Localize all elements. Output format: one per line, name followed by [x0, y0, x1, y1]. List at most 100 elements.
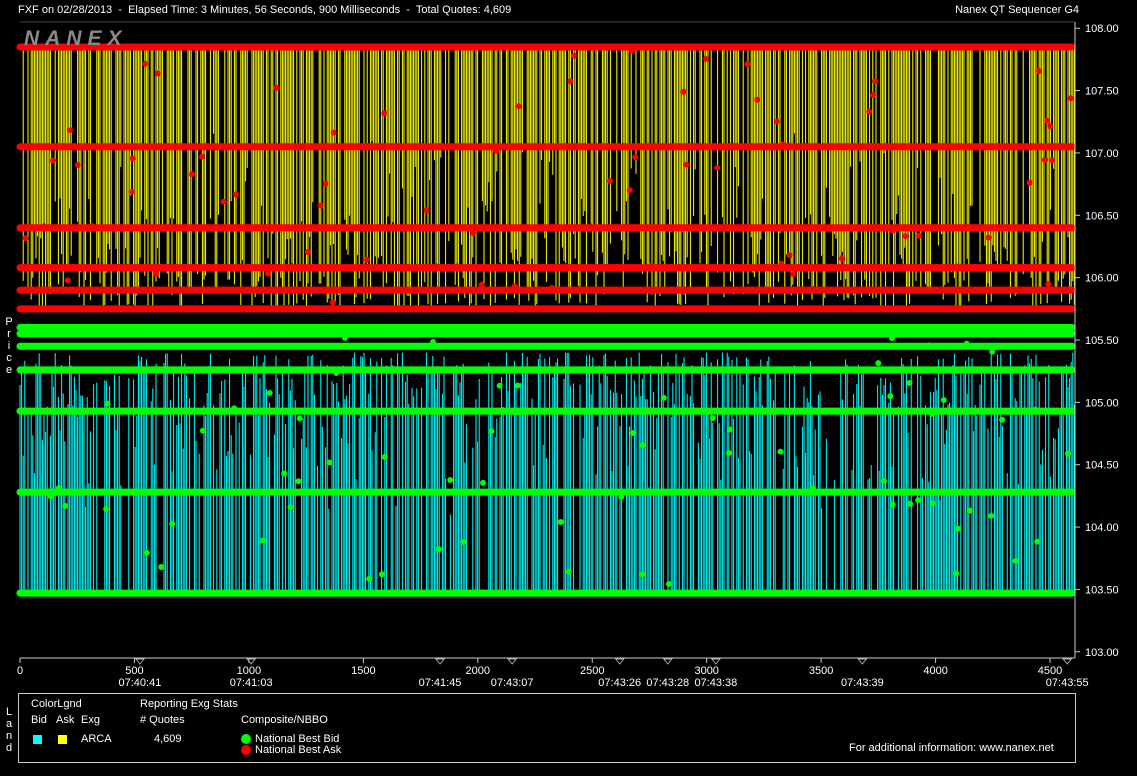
nbo-point: [754, 96, 761, 103]
y-tick-label: 104.00: [1085, 522, 1119, 534]
nbb-point: [213, 325, 220, 332]
nbo-point: [629, 47, 636, 54]
nbo-point: [470, 230, 477, 237]
nbo-point: [67, 127, 74, 134]
time-marker-icon: [1062, 658, 1073, 665]
nbo-point: [648, 262, 655, 269]
nbo-point: [1045, 280, 1052, 287]
nbb-point: [639, 442, 646, 449]
nbo-point: [714, 164, 721, 171]
nbo-point: [774, 118, 781, 125]
legend-exchange-arca: ARCA: [81, 733, 112, 745]
nbb-point: [341, 334, 348, 341]
nbb-point: [940, 397, 947, 404]
color-legend-title: ColorLgnd: [31, 698, 82, 710]
nbb-point: [726, 589, 733, 596]
nbb-point: [199, 427, 206, 434]
nbo-point: [273, 84, 280, 91]
nbb-point: [143, 549, 150, 556]
x-tick-label: 500: [125, 665, 143, 677]
nbb-point: [62, 502, 69, 509]
nbo-point: [680, 88, 687, 95]
nbb-point: [809, 485, 816, 492]
nbo-point: [317, 202, 324, 209]
nbb-point: [875, 360, 882, 367]
legend-panel: ColorLgnd Bid Ask Exg ARCA Reporting Exg…: [18, 693, 1076, 763]
y-tick-label: 104.50: [1085, 460, 1119, 472]
y-tick-label: 105.00: [1085, 397, 1119, 409]
nbo-point: [402, 264, 409, 271]
nbb-point: [881, 477, 888, 484]
nbb-point: [447, 477, 454, 484]
nbb-point: [281, 470, 288, 477]
composite-title: Composite/NBBO: [241, 714, 328, 726]
nbo-point: [220, 198, 227, 205]
nbo-point: [872, 78, 879, 85]
x-tick-label: 4000: [923, 665, 947, 677]
nbb-point: [287, 504, 294, 511]
nbo-point: [329, 299, 336, 306]
nanex-watermark: NANEX: [24, 27, 128, 50]
nbb-point: [378, 571, 385, 578]
nbb-point: [366, 575, 373, 582]
nbo-point: [1044, 117, 1051, 124]
x-tick-label: 2000: [466, 665, 490, 677]
nbo-point: [74, 161, 81, 168]
nbb-point: [381, 453, 388, 460]
nbb-point: [295, 478, 302, 485]
x-tick-label: 1500: [351, 665, 375, 677]
nbb-point: [665, 580, 672, 587]
nbo-point: [304, 249, 311, 256]
nbb-point: [103, 506, 110, 513]
nbo-point: [632, 154, 639, 161]
nbb-label: National Best Bid: [255, 733, 340, 745]
nbo-point: [493, 147, 500, 154]
nbb-point: [999, 416, 1006, 423]
nbb-point: [966, 507, 973, 514]
nbb-point: [953, 570, 960, 577]
nbo-point: [606, 177, 613, 184]
nbo-point: [305, 305, 312, 312]
nbo-point: [1048, 157, 1055, 164]
nbo-point: [330, 129, 337, 136]
nbo-point: [1026, 179, 1033, 186]
nbo-point: [511, 283, 518, 290]
nbb-point: [158, 563, 165, 570]
nbo-point: [1035, 68, 1042, 75]
time-marker-icon: [507, 658, 518, 665]
nbo-point: [88, 223, 95, 230]
nbo-point: [838, 255, 845, 262]
time-marker-icon: [662, 658, 673, 665]
nbo-point: [1067, 95, 1074, 102]
nbo-point: [49, 157, 56, 164]
time-label: 07:43:55: [1046, 677, 1089, 689]
nbo-point: [786, 252, 793, 259]
x-tick-label: 4500: [1038, 665, 1062, 677]
nbo-point: [1047, 123, 1054, 130]
nbb-point: [930, 500, 937, 507]
nbb-point: [55, 485, 62, 492]
nbb-point: [963, 340, 970, 347]
nbb-point: [1032, 406, 1039, 413]
nbb-point: [296, 415, 303, 422]
nbb-point: [266, 389, 273, 396]
nbb-point: [435, 546, 442, 553]
nbo-point: [875, 44, 882, 51]
nbo-point: [232, 191, 239, 198]
nbb-point: [955, 525, 962, 532]
nbb-point: [709, 415, 716, 422]
nbo-point: [64, 277, 71, 284]
nbb-point: [480, 479, 487, 486]
nbo-point: [153, 270, 160, 277]
y-tick-label: 107.00: [1085, 148, 1119, 160]
nbo-point: [548, 284, 555, 291]
arca-bid-swatch: [33, 735, 42, 744]
nbb-point: [618, 493, 625, 500]
chart-header-title: FXF on 02/28/2013 - Elapsed Time: 3 Minu…: [18, 4, 512, 16]
nbo-point: [322, 180, 329, 187]
time-label: 07:41:45: [419, 677, 462, 689]
y-tick-label: 105.50: [1085, 335, 1119, 347]
nbo-point: [916, 232, 923, 239]
x-tick-label: 1000: [237, 665, 261, 677]
